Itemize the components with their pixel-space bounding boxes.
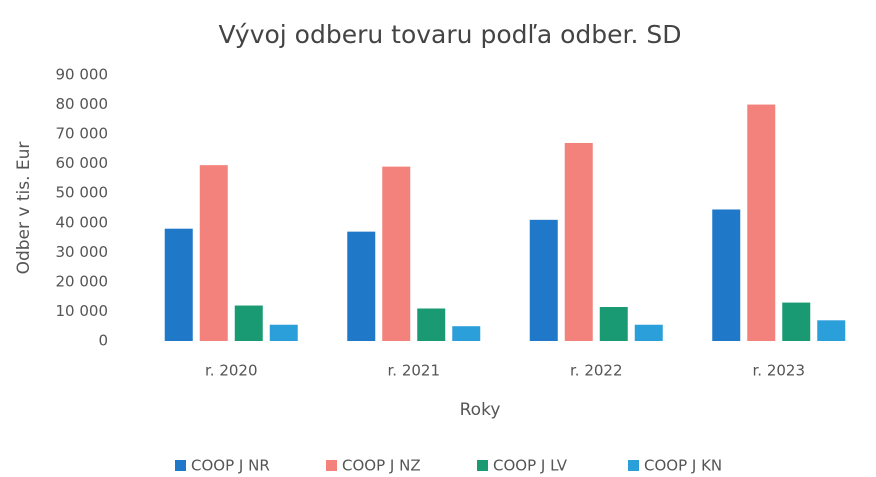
x-axis-label: Roky (460, 400, 501, 420)
y-tick-label: 50 000 (56, 184, 109, 202)
x-tick-label: r. 2022 (570, 362, 623, 380)
bar (599, 307, 628, 341)
legend-label: COOP J NZ (342, 457, 421, 475)
legend-label: COOP J NR (191, 457, 270, 475)
bar (199, 165, 228, 341)
bar (782, 302, 811, 341)
y-axis-label: Odber v tis. Eur (14, 142, 34, 275)
bar (347, 231, 376, 341)
bar (712, 209, 741, 341)
bar (382, 166, 411, 341)
legend-label: COOP J LV (493, 457, 568, 475)
legend-swatch (175, 460, 186, 471)
y-tick-label: 90 000 (56, 66, 109, 84)
bar (529, 219, 558, 341)
y-tick-label: 40 000 (56, 213, 109, 231)
bar (634, 324, 663, 341)
legend-swatch (477, 460, 488, 471)
bar (817, 320, 846, 341)
x-tick-label: r. 2020 (205, 362, 258, 380)
legend-label: COOP J KN (644, 457, 722, 475)
bar (452, 326, 481, 341)
x-tick-label: r. 2023 (753, 362, 806, 380)
bar (269, 324, 298, 341)
bar (164, 228, 193, 341)
y-tick-label: 10 000 (56, 302, 109, 320)
y-tick-label: 80 000 (56, 95, 109, 113)
bar (564, 142, 593, 341)
y-tick-label: 60 000 (56, 154, 109, 172)
y-tick-label: 30 000 (56, 243, 109, 261)
legend-swatch (326, 460, 337, 471)
y-tick-label: 70 000 (56, 125, 109, 143)
legend-swatch (628, 460, 639, 471)
bar (234, 305, 263, 341)
x-tick-label: r. 2021 (388, 362, 441, 380)
bar (747, 104, 776, 341)
y-tick-label: 20 000 (56, 272, 109, 290)
chart-title: Vývoj odberu tovaru podľa odber. SD (218, 20, 681, 49)
y-tick-label: 0 (98, 332, 108, 350)
bar (417, 308, 446, 341)
